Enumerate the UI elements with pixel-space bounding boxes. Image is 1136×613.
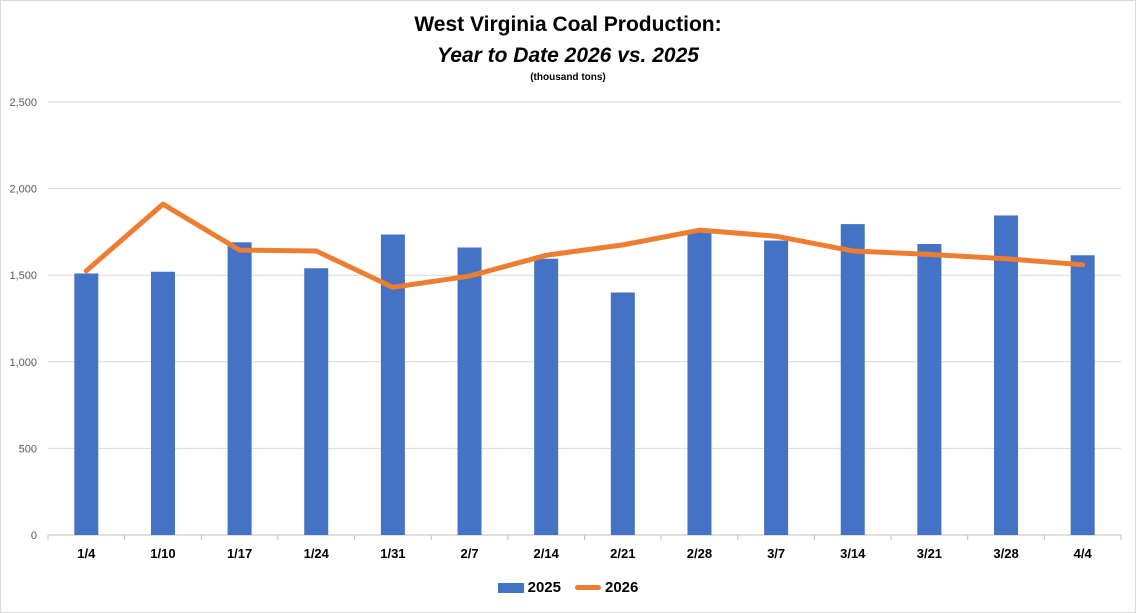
chart-subtitle: Year to Date 2026 vs. 2025 [437,44,699,67]
x-tick-label: 3/28 [993,546,1018,561]
bar-2025 [304,268,329,535]
chart-units: (thousand tons) [530,72,606,83]
x-tick-label: 3/21 [917,546,942,561]
legend-swatch-2026 [575,585,601,590]
legend-label-2026: 2026 [605,579,639,596]
x-tick-label: 2/7 [460,546,478,561]
y-tick-label: 2,000 [9,184,37,196]
bar-2025 [994,215,1019,536]
bar-2025 [457,247,482,535]
y-tick-label: 500 [19,443,37,455]
x-tick-label: 1/4 [77,546,96,561]
x-tick-label: 2/14 [534,546,560,561]
y-tick-label: 1,500 [9,270,37,282]
y-tick-label: 2,500 [9,97,37,109]
x-tick-label: 3/14 [840,546,866,561]
bar-2025 [150,271,175,535]
legend-item-2025: 2025 [497,579,561,596]
legend-swatch-2025 [497,582,524,593]
x-tick-label: 1/24 [304,546,330,561]
legend-label-2025: 2025 [527,579,561,596]
x-tick-label: 1/17 [227,546,252,561]
x-tick-label: 2/21 [610,546,635,561]
x-tick-label: 2/28 [687,546,712,561]
x-tick-label: 4/4 [1074,546,1093,561]
bar-2025 [610,292,635,535]
y-tick-label: 0 [31,530,37,542]
bar-2025 [380,234,405,536]
legend-item-2026: 2026 [575,579,638,596]
bar-2025 [227,242,252,536]
bar-2025 [534,258,559,535]
bar-2025 [764,240,789,535]
bar-2025 [687,231,712,535]
x-tick-label: 1/31 [380,546,405,561]
bar-2025 [74,273,99,535]
bar-2025 [840,224,865,535]
x-tick-label: 1/10 [150,546,175,561]
y-tick-label: 1,000 [9,357,37,369]
chart-title: West Virginia Coal Production: [414,13,722,36]
legend: 2025 2026 [1,579,1135,596]
bar-2025 [917,244,942,536]
bar-2025 [1070,255,1095,536]
x-tick-label: 3/7 [767,546,785,561]
line-2026 [83,201,1086,290]
